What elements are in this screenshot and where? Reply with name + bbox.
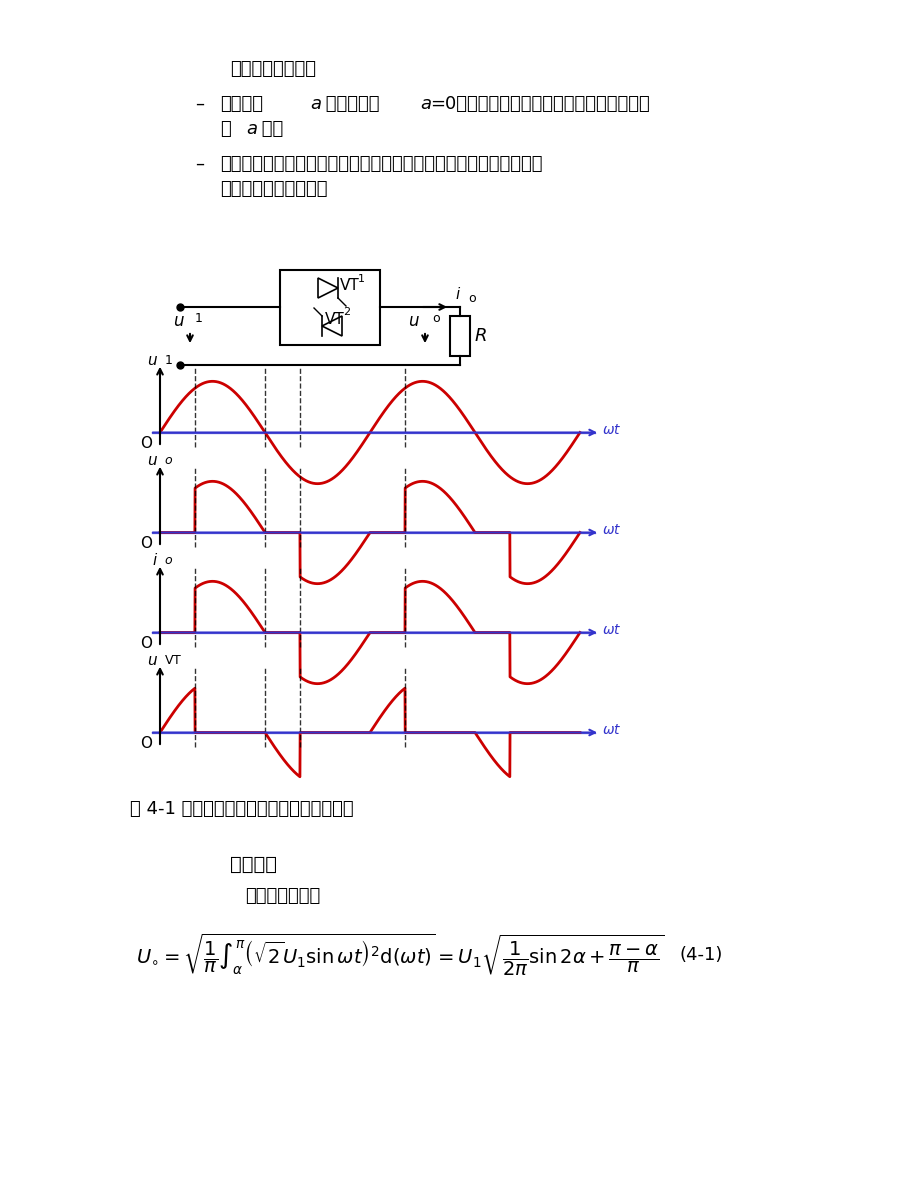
- Text: $u$: $u$: [147, 353, 158, 368]
- Text: $U_{\circ} = \sqrt{\dfrac{1}{\pi}\int_{\alpha}^{\pi}\left(\sqrt{2}U_1 \sin\omega: $U_{\circ} = \sqrt{\dfrac{1}{\pi}\int_{\…: [136, 931, 664, 979]
- Text: $u$: $u$: [147, 653, 158, 668]
- Text: o: o: [432, 312, 439, 324]
- Bar: [279, 270, 380, 345]
- Text: VT: VT: [324, 312, 345, 328]
- Text: R: R: [474, 328, 487, 345]
- Text: a: a: [245, 120, 256, 138]
- Text: $\omega t$: $\omega t$: [601, 723, 621, 736]
- Text: 数量关系: 数量关系: [230, 855, 277, 874]
- Text: O: O: [140, 536, 152, 550]
- Text: $\omega t$: $\omega t$: [601, 423, 621, 436]
- Text: $\omega t$: $\omega t$: [601, 623, 621, 636]
- Text: 1: 1: [195, 312, 203, 324]
- Text: 2: 2: [343, 307, 350, 317]
- Text: O: O: [140, 436, 152, 450]
- Polygon shape: [322, 316, 342, 336]
- Text: 负载电压波形是电源电压波形的一部分，负载电流（也即电源电流）: 负载电压波形是电源电压波形的一部分，负载电流（也即电源电流）: [220, 155, 542, 173]
- Text: O: O: [140, 736, 152, 750]
- Text: 起始时刻（: 起始时刻（: [320, 95, 380, 113]
- Text: 正负半周: 正负半周: [220, 95, 263, 113]
- Text: 图 4-1 电阻负载单相交流调压电路及其波形: 图 4-1 电阻负载单相交流调压电路及其波形: [130, 800, 353, 818]
- Text: $u$: $u$: [408, 312, 420, 330]
- Text: –: –: [195, 95, 204, 113]
- Text: 负载电压有效值: 负载电压有效值: [244, 887, 320, 905]
- Text: O: O: [140, 636, 152, 650]
- Text: (4-1): (4-1): [679, 946, 722, 964]
- Text: VT: VT: [340, 278, 359, 293]
- Text: $i$: $i$: [455, 286, 460, 303]
- Text: 可以调节输出电压: 可以调节输出电压: [230, 60, 315, 77]
- Text: $u$: $u$: [173, 312, 185, 330]
- Text: $\mathrm{VT}$: $\mathrm{VT}$: [164, 654, 182, 667]
- Text: 1: 1: [357, 274, 365, 283]
- Text: $o$: $o$: [164, 454, 173, 467]
- Text: $o$: $o$: [164, 554, 173, 567]
- Text: 和负载电压的波形相同: 和负载电压的波形相同: [220, 180, 327, 198]
- Text: o: o: [468, 292, 475, 305]
- Text: 相等: 相等: [255, 120, 283, 138]
- Text: –: –: [195, 155, 204, 173]
- Bar: [449, 316, 470, 356]
- Text: a: a: [420, 95, 430, 113]
- Polygon shape: [318, 278, 337, 298]
- Text: $\omega t$: $\omega t$: [601, 523, 621, 536]
- Text: $i$: $i$: [152, 553, 158, 568]
- Text: =0）均为电压过零时刻，稳态时，正负半周: =0）均为电压过零时刻，稳态时，正负半周: [429, 95, 649, 113]
- Text: 的: 的: [220, 120, 231, 138]
- Text: $u$: $u$: [147, 453, 158, 468]
- Text: $1$: $1$: [164, 354, 173, 367]
- Text: a: a: [310, 95, 321, 113]
